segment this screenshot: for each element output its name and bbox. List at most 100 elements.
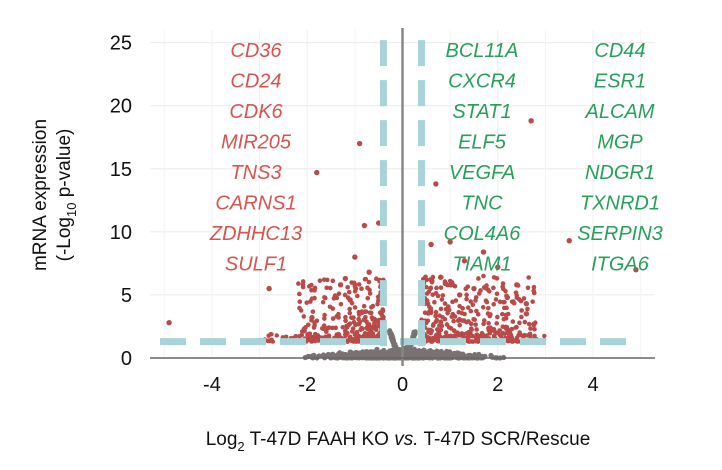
point-significant — [460, 332, 466, 338]
point-nonsignificant — [373, 352, 380, 358]
point-highlight — [166, 319, 172, 326]
point-significant — [349, 315, 355, 321]
point-nonsignificant — [394, 352, 400, 358]
y-tick-label: 5 — [121, 285, 132, 307]
point-nonsignificant — [412, 329, 417, 335]
x-tick-label: 0 — [397, 374, 408, 396]
point-significant — [474, 308, 479, 314]
point-significant — [426, 311, 431, 316]
gene-label-up: VEGFA — [449, 162, 515, 184]
point-significant — [484, 283, 489, 288]
point-significant — [368, 310, 374, 316]
point-significant — [480, 305, 486, 310]
point-significant — [361, 317, 367, 323]
point-nonsignificant — [472, 353, 478, 359]
point-significant — [367, 323, 372, 329]
y-axis-title: mRNA expression (-Log10 p-value) — [30, 119, 79, 271]
point-significant — [311, 325, 317, 330]
point-significant — [336, 291, 342, 296]
point-significant — [451, 318, 456, 324]
point-significant — [297, 291, 302, 297]
point-significant — [380, 307, 386, 312]
point-significant — [439, 297, 445, 302]
point-significant — [473, 298, 478, 303]
point-significant — [476, 276, 481, 281]
point-significant — [468, 308, 474, 314]
point-significant — [428, 286, 433, 292]
point-significant — [484, 333, 490, 338]
point-nonsignificant — [392, 345, 397, 350]
point-highlight — [361, 222, 368, 229]
point-significant — [510, 319, 516, 324]
gene-label-down: CDK6 — [229, 101, 283, 123]
point-significant — [322, 312, 327, 318]
point-significant — [365, 285, 370, 291]
point-highlight — [456, 292, 463, 298]
x-axis-title: Log2 T-47D FAAH KO vs. T-47D SCR/Rescue — [206, 429, 591, 454]
point-significant — [435, 293, 441, 299]
y-tick-label: 25 — [110, 33, 132, 55]
point-significant — [494, 276, 500, 281]
point-significant — [465, 284, 471, 289]
point-significant — [310, 309, 316, 314]
point-significant — [332, 293, 338, 298]
point-significant — [434, 337, 439, 343]
point-significant — [457, 303, 462, 309]
point-significant — [464, 296, 469, 302]
point-significant — [346, 289, 352, 295]
point-significant — [457, 322, 463, 328]
gene-label-up: ELF5 — [458, 132, 507, 154]
point-significant — [345, 338, 351, 343]
point-significant — [369, 304, 374, 310]
point-significant — [369, 315, 375, 320]
gene-label-up: CD44 — [594, 40, 645, 62]
point-significant — [305, 332, 310, 337]
point-significant — [359, 309, 365, 314]
point-significant — [309, 296, 315, 301]
point-significant — [513, 290, 519, 295]
gene-label-up: CXCR4 — [448, 71, 516, 93]
point-significant — [330, 278, 336, 284]
point-nonsignificant — [388, 330, 394, 336]
point-significant — [531, 288, 536, 293]
point-nonsignificant — [450, 352, 456, 358]
x-title-italic: vs. — [394, 429, 418, 450]
point-significant — [336, 333, 341, 339]
point-significant — [342, 292, 348, 298]
point-significant — [330, 316, 336, 321]
point-significant — [468, 326, 474, 331]
gene-label-down: CD36 — [230, 40, 282, 62]
gene-label-up: STAT1 — [452, 101, 511, 123]
point-highlight — [566, 237, 572, 244]
point-significant — [312, 286, 317, 291]
y-title-line2-subscript: 10 — [64, 203, 79, 217]
point-significant — [438, 285, 444, 290]
point-highlight — [342, 275, 349, 282]
point-significant — [361, 303, 367, 309]
point-significant — [356, 282, 362, 287]
point-significant — [309, 282, 314, 288]
point-significant — [375, 294, 381, 300]
point-significant — [525, 285, 531, 291]
point-significant — [515, 339, 520, 344]
point-significant — [427, 304, 432, 310]
point-significant — [435, 327, 440, 332]
point-significant — [430, 323, 436, 328]
point-significant — [446, 325, 452, 330]
point-significant — [448, 282, 454, 288]
point-highlight — [347, 297, 353, 303]
point-significant — [513, 325, 518, 330]
y-tick-label: 15 — [110, 159, 132, 181]
point-significant — [367, 291, 373, 296]
point-significant — [343, 318, 348, 324]
point-significant — [333, 325, 338, 331]
point-highlight — [428, 241, 434, 248]
point-significant — [300, 279, 306, 284]
point-nonsignificant — [390, 337, 396, 343]
point-significant — [471, 316, 476, 322]
gene-labels: CD36 CD24 CDK6 MIR205 TNS3 CARNS1 ZDHHC13 SULF1… — [209, 40, 663, 276]
point-significant — [440, 293, 446, 298]
point-significant — [300, 284, 306, 290]
point-significant — [465, 338, 470, 344]
